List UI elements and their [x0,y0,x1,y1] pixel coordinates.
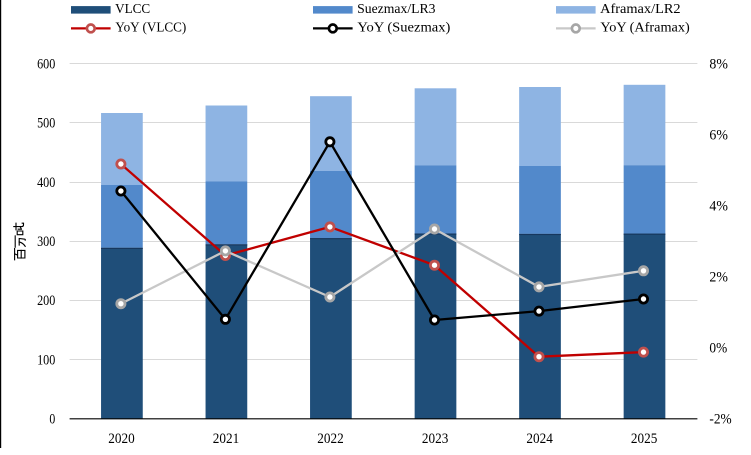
svg-text:400: 400 [37,175,55,191]
svg-text:Aframax/LR2: Aframax/LR2 [600,1,681,16]
svg-text:8%: 8% [709,57,728,73]
svg-text:0: 0 [49,412,55,428]
svg-text:2022: 2022 [317,431,343,447]
svg-text:200: 200 [37,293,55,309]
svg-text:100: 100 [37,352,55,368]
svg-text:-2%: -2% [709,411,731,427]
svg-text:2%: 2% [709,270,728,286]
svg-text:2020: 2020 [108,431,134,447]
svg-text:0%: 0% [709,340,727,356]
svg-text:Suezmax/LR3: Suezmax/LR3 [357,1,436,16]
svg-text:500: 500 [37,116,55,132]
svg-text:YoY (VLCC): YoY (VLCC) [115,20,186,35]
svg-text:300: 300 [37,234,55,250]
svg-text:2024: 2024 [526,431,553,447]
svg-text:2023: 2023 [422,431,448,447]
svg-text:4%: 4% [709,199,728,215]
svg-text:2025: 2025 [631,431,657,447]
svg-text:YoY (Aframax): YoY (Aframax) [600,20,689,35]
svg-text:600: 600 [37,56,55,72]
svg-text:6%: 6% [709,128,728,144]
svg-text:2021: 2021 [213,431,239,447]
svg-text:YoY (Suezmax): YoY (Suezmax) [357,20,450,35]
svg-text:VLCC: VLCC [115,1,150,16]
